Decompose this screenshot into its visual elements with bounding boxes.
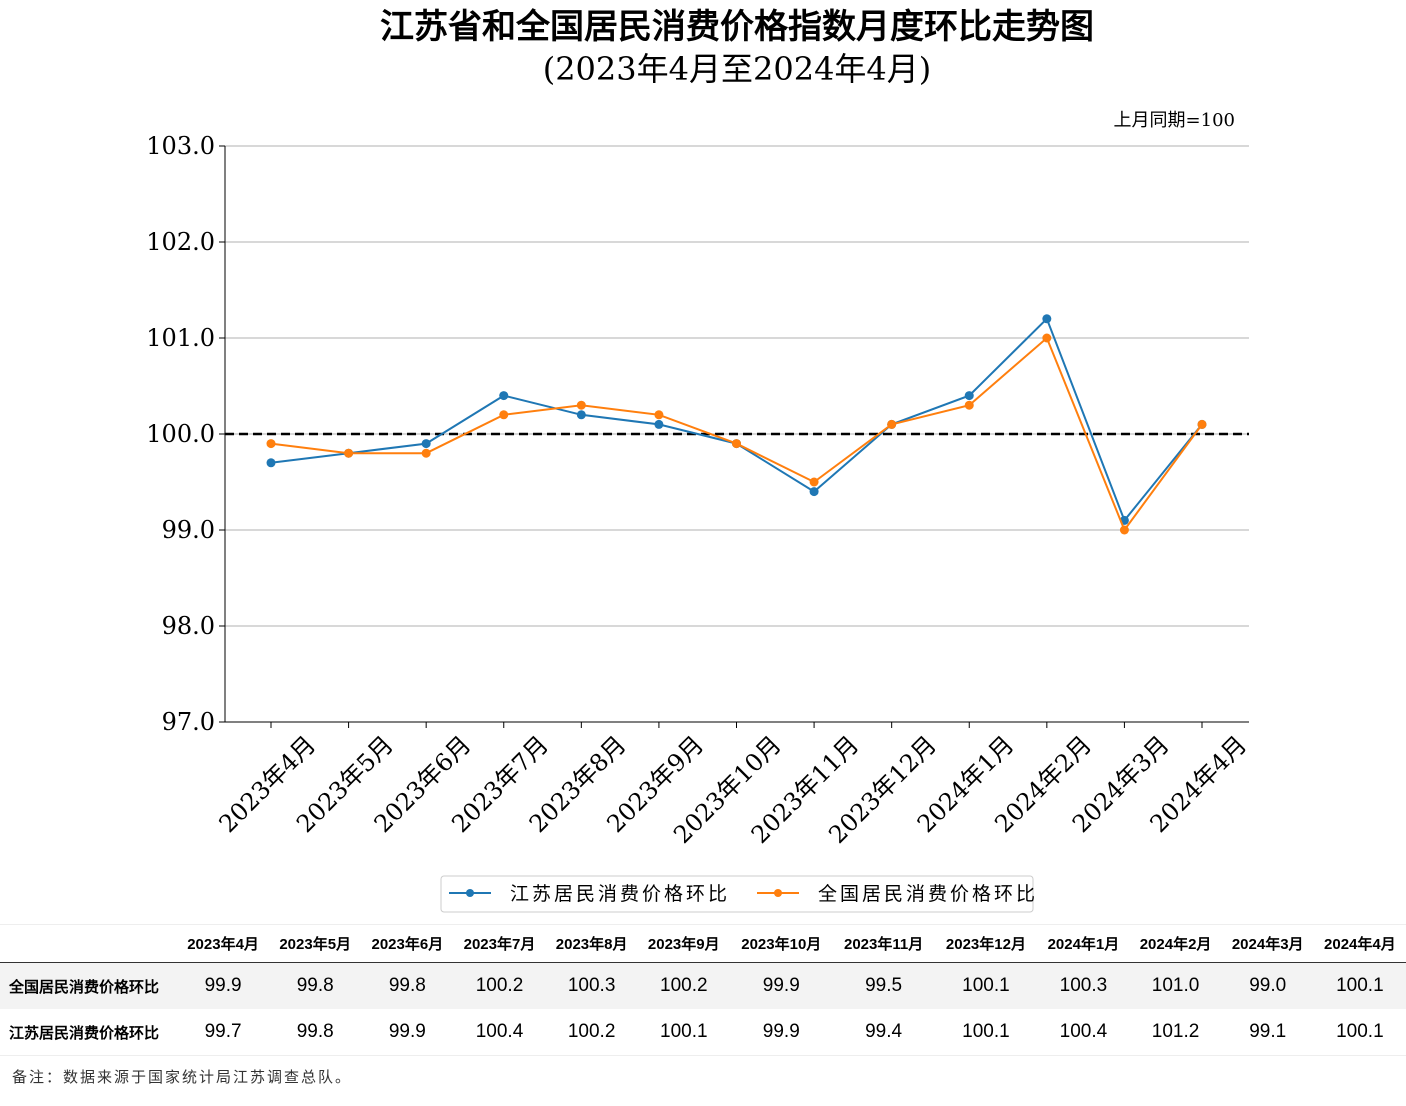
data-point — [499, 410, 509, 420]
data-point — [964, 391, 974, 401]
table-cell: 100.1 — [962, 1021, 1010, 1042]
data-point — [887, 419, 897, 429]
series-line-0 — [270, 317, 1203, 523]
y-tick-label: 103.0 — [146, 132, 215, 160]
data-point — [499, 391, 509, 401]
table-cell: 99.1 — [1249, 1021, 1287, 1042]
data-point — [732, 439, 741, 449]
table-cell: 101.0 — [1129, 962, 1222, 1009]
table-row: 全国居民消费价格环比 99.9 99.8 99.8 100.2 100.3 100.2 99.… — [0, 962, 1406, 1009]
table-cell: 101.2 — [1151, 1021, 1200, 1042]
chart-subtitle: (2023年4月至2024年4月) — [543, 50, 932, 88]
table-cell: 100.1 — [1313, 962, 1406, 1009]
chart-title: 江苏省和全国居民消费价格指数月度环比走势图 — [380, 7, 1094, 47]
table-cell: 100.1 — [660, 1021, 708, 1042]
chart-annotation: 上月同期=100 — [1114, 110, 1235, 131]
data-point — [654, 410, 664, 420]
table-header: 2023年11月 — [832, 924, 935, 963]
table-cell: 100.2 — [453, 962, 546, 1009]
table-corner — [0, 924, 177, 963]
data-point — [344, 448, 354, 458]
table-cell: 100.4 — [1059, 1021, 1108, 1042]
chart: 江苏省和全国居民消费价格指数月度环比走势图 (2023年4月至2024年4月) … — [146, 7, 1252, 913]
table-cell: 100.2 — [637, 962, 730, 1009]
legend-national: 全国居民消费价格环比 — [818, 883, 1038, 905]
data-point — [1197, 419, 1207, 429]
y-tick-label: 99.0 — [162, 516, 215, 544]
table-cell: 99.9 — [388, 1021, 426, 1042]
y-tick-label: 97.0 — [162, 708, 215, 736]
data-point — [964, 400, 974, 410]
table-header: 2023年12月 — [934, 924, 1038, 963]
data-point — [421, 439, 431, 449]
table-header: 2023年6月 — [361, 924, 454, 963]
data-point — [1042, 314, 1052, 324]
y-tick-label: 98.0 — [162, 612, 215, 640]
footnote: 备注：数据来源于国家统计局江苏调查总队。 — [12, 1068, 353, 1086]
y-tick-label: 100.0 — [146, 420, 215, 448]
table-header: 2024年3月 — [1221, 924, 1314, 963]
data-point — [654, 419, 664, 429]
table-cell: 100.4 — [475, 1021, 524, 1042]
table-header: 2023年5月 — [269, 924, 362, 963]
table-header: 2023年7月 — [453, 924, 546, 963]
data-point — [809, 477, 819, 487]
table-cell: 99.0 — [1221, 962, 1314, 1009]
data-point — [576, 410, 586, 420]
table-cell: 99.9 — [729, 962, 833, 1009]
legend-jiangsu: 江苏居民消费价格环比 — [510, 883, 730, 905]
data-point — [266, 458, 276, 468]
table-cell: 99.7 — [204, 1021, 242, 1042]
table-header: 2023年8月 — [545, 924, 638, 963]
table-cell: 99.9 — [762, 1021, 800, 1042]
table-header: 2024年4月 — [1313, 924, 1406, 963]
table-cell: 100.2 — [567, 1021, 616, 1042]
table-cell: 99.9 — [177, 962, 270, 1009]
data-point — [421, 448, 431, 458]
table-header: 2024年1月 — [1037, 924, 1130, 963]
table-cell: 100.3 — [1037, 962, 1130, 1009]
table-cell: 99.8 — [296, 1021, 334, 1042]
y-tick-label: 101.0 — [146, 324, 215, 352]
table-cell: 99.8 — [269, 962, 362, 1009]
table-row: 江苏居民消费价格环比 99.7 99.8 99.9 100.4 100.2 100.1 99.… — [0, 1009, 1406, 1056]
table-cell: 99.8 — [361, 962, 454, 1009]
table-header: 2023年4月 — [177, 924, 270, 963]
data-point — [809, 487, 819, 497]
table-header: 2023年9月 — [637, 924, 730, 963]
table-cell: 100.1 — [1336, 1021, 1384, 1042]
y-tick-label: 102.0 — [146, 228, 215, 256]
table-cell: 99.4 — [865, 1021, 903, 1042]
data-point — [1042, 333, 1052, 343]
table-cell: 99.5 — [832, 962, 935, 1009]
data-point — [1119, 525, 1129, 535]
table-cell: 100.1 — [934, 962, 1038, 1009]
data-table: 2023年4月 2023年5月 2023年6月 2023年7月 2023年8月 2023年… — [0, 924, 1406, 1056]
data-point — [576, 400, 586, 410]
row-label: 全国居民消费价格环比 — [0, 962, 177, 1009]
legend: 江苏居民消费价格环比 全国居民消费价格环比 — [440, 875, 1038, 913]
table-header: 2024年2月 — [1129, 924, 1222, 963]
table-header: 2023年10月 — [729, 924, 833, 963]
data-point — [266, 439, 276, 449]
table-cell: 100.3 — [545, 962, 638, 1009]
row-label: 江苏居民消费价格环比 — [9, 1024, 160, 1042]
